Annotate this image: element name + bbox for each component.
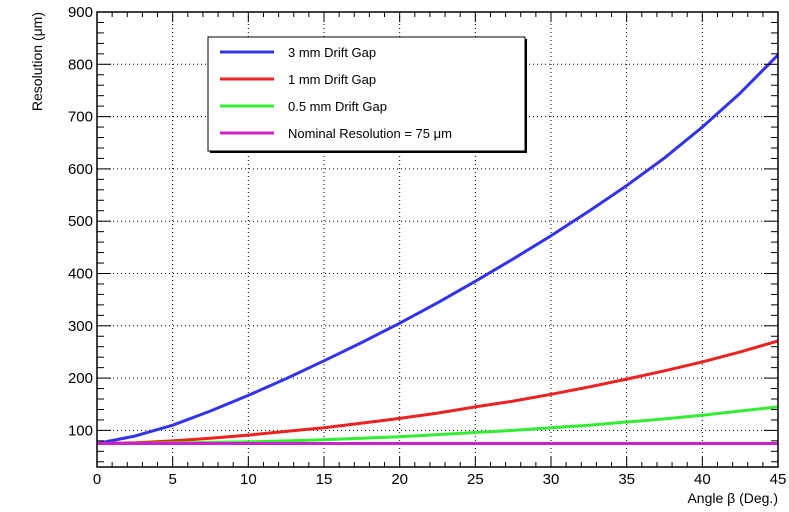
axis-ticks [96, 11, 779, 467]
legend-entry-2: 1 mm Drift Gap [288, 72, 376, 87]
y-tick-label: 800 [68, 56, 93, 73]
x-tick-label: 40 [694, 471, 711, 488]
series-lines [96, 53, 780, 445]
tick-labels: 0 5 10 15 20 25 30 35 40 45 100 200 300 400 500 600 700 8… [68, 4, 786, 488]
legend-entry-3: 0.5 mm Drift Gap [288, 99, 387, 114]
y-tick-label: 400 [68, 265, 93, 282]
series-line-1 [96, 53, 780, 445]
legend-entry-1: 3 mm Drift Gap [288, 45, 376, 60]
x-tick-label: 45 [770, 471, 787, 488]
x-tick-label: 20 [391, 471, 408, 488]
plot-frame [96, 11, 779, 468]
y-tick-label: 300 [68, 318, 93, 335]
x-axis-title: Angle β (Deg.) [687, 490, 778, 506]
y-tick-label: 200 [68, 370, 93, 387]
x-tick-label: 10 [240, 471, 257, 488]
y-tick-label: 900 [68, 4, 93, 21]
legend-entry-4: Nominal Resolution = 75 μm [288, 126, 452, 141]
y-axis-title: Resolution (μm) [29, 12, 45, 111]
y-tick-label: 500 [68, 213, 93, 230]
x-tick-label: 0 [93, 471, 101, 488]
x-tick-label: 25 [467, 471, 484, 488]
y-tick-label: 600 [68, 161, 93, 178]
x-tick-label: 35 [618, 471, 635, 488]
x-tick-label: 15 [316, 471, 333, 488]
legend: 3 mm Drift Gap 1 mm Drift Gap 0.5 mm Drift… [207, 36, 527, 153]
y-tick-label: 100 [68, 422, 93, 439]
x-tick-label: 30 [543, 471, 560, 488]
x-tick-label: 5 [168, 471, 176, 488]
y-tick-label: 700 [68, 109, 93, 126]
series-line-2 [96, 339, 779, 445]
